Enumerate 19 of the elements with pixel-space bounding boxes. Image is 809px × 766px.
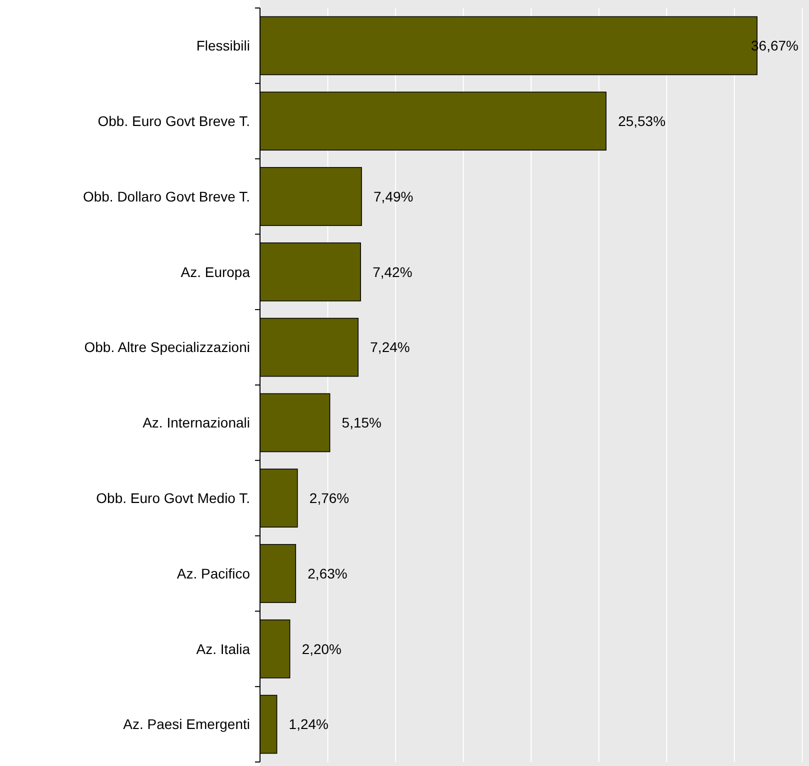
y-tick-label: Az. Internazionali (142, 414, 250, 431)
y-tick-label: Obb. Dollaro Govt Breve T. (82, 188, 250, 204)
data-label: 7,24% (370, 339, 410, 356)
y-tick-label: Flessibili (196, 38, 250, 54)
data-label: 2,20% (302, 640, 342, 657)
y-tick-label: Obb. Euro Govt Breve T. (98, 113, 250, 129)
y-tick-label: Az. Paesi Emergenti (123, 716, 250, 732)
data-label: 2,76% (309, 490, 350, 506)
y-tick-label: Obb. Euro Govt Medio T. (96, 490, 250, 506)
data-label: 25,53% (618, 113, 666, 129)
data-label: 1,24% (288, 716, 329, 732)
y-tick-label: Az. Italia (196, 640, 250, 657)
data-label: 7,42% (372, 264, 412, 280)
y-tick-label: Obb. Altre Specializzazioni (84, 339, 250, 356)
data-label: 5,15% (342, 414, 382, 431)
y-tick-label: Az. Europa (180, 264, 250, 280)
data-label: 2,63% (308, 565, 348, 582)
y-tick-label: Az. Pacifico (176, 565, 250, 582)
data-label: 7,49% (374, 188, 414, 204)
